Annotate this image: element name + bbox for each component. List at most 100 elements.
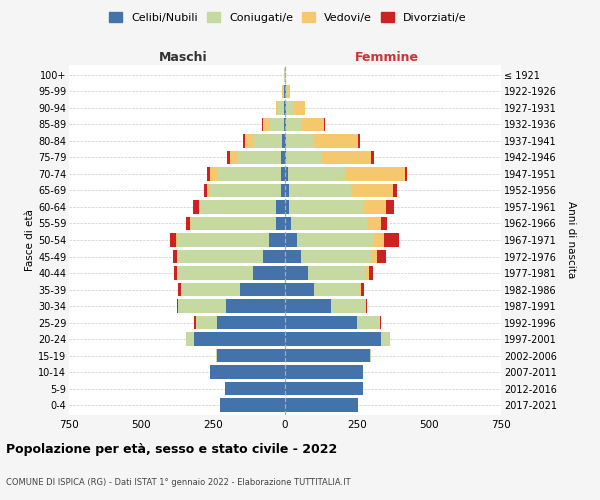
Bar (226, 300, 285, 313)
Bar (176, 233, 177, 247)
Bar (238, 150, 281, 164)
Bar (286, 134, 314, 147)
Bar (285, 101, 286, 114)
Text: Maschi: Maschi (159, 51, 208, 64)
Bar (371, 250, 377, 264)
Bar (285, 184, 289, 197)
Bar (382, 332, 390, 346)
Bar (289, 200, 363, 214)
Bar (357, 316, 380, 330)
Bar (291, 216, 367, 230)
Bar (277, 101, 278, 114)
Bar (210, 167, 217, 180)
Bar (308, 266, 365, 280)
Bar (185, 332, 194, 346)
Bar (241, 283, 285, 296)
Bar (181, 283, 241, 296)
Bar (253, 134, 282, 147)
Bar (365, 266, 368, 280)
Bar (269, 118, 284, 131)
Text: COMUNE DI ISPICA (RG) - Dati ISTAT 1° gennaio 2022 - Elaborazione TUTTITALIA.IT: COMUNE DI ISPICA (RG) - Dati ISTAT 1° ge… (6, 478, 350, 487)
Bar (174, 266, 177, 280)
Bar (284, 118, 285, 131)
Bar (371, 150, 374, 164)
Bar (281, 184, 285, 197)
Bar (314, 134, 358, 147)
Bar (193, 200, 199, 214)
Bar (207, 167, 210, 180)
Bar (285, 316, 357, 330)
Bar (210, 366, 285, 379)
Bar (386, 200, 394, 214)
Bar (196, 316, 217, 330)
Bar (216, 349, 217, 362)
Bar (281, 150, 285, 164)
Bar (177, 233, 269, 247)
Bar (361, 283, 364, 296)
Bar (263, 250, 285, 264)
Bar (285, 233, 296, 247)
Bar (285, 200, 289, 214)
Bar (224, 382, 285, 396)
Bar (178, 250, 263, 264)
Bar (380, 316, 382, 330)
Bar (351, 184, 393, 197)
Bar (301, 250, 371, 264)
Bar (346, 167, 404, 180)
Bar (194, 316, 196, 330)
Bar (287, 84, 290, 98)
Bar (358, 134, 360, 147)
Bar (286, 118, 301, 131)
Bar (285, 134, 286, 147)
Bar (217, 167, 281, 180)
Bar (217, 349, 285, 362)
Bar (285, 349, 370, 362)
Bar (207, 184, 210, 197)
Bar (285, 266, 308, 280)
Bar (373, 233, 385, 247)
Bar (177, 266, 253, 280)
Bar (217, 316, 285, 330)
Bar (243, 134, 245, 147)
Bar (269, 233, 285, 247)
Bar (285, 118, 286, 131)
Bar (200, 200, 277, 214)
Bar (301, 118, 324, 131)
Bar (360, 283, 361, 296)
Bar (253, 266, 285, 280)
Bar (277, 200, 285, 214)
Bar (288, 167, 346, 180)
Bar (284, 101, 285, 114)
Bar (289, 184, 351, 197)
Bar (285, 382, 363, 396)
Bar (178, 283, 181, 296)
Bar (286, 101, 293, 114)
Bar (190, 216, 191, 230)
Bar (314, 283, 360, 296)
Bar (321, 150, 371, 164)
Bar (285, 283, 314, 296)
Bar (296, 233, 373, 247)
Bar (282, 134, 285, 147)
Bar (262, 118, 263, 131)
Bar (286, 84, 287, 98)
Text: Popolazione per età, sesso e stato civile - 2022: Popolazione per età, sesso e stato civil… (6, 442, 337, 456)
Bar (331, 300, 365, 313)
Bar (220, 398, 285, 412)
Bar (283, 84, 284, 98)
Bar (393, 184, 397, 197)
Bar (363, 200, 386, 214)
Bar (404, 167, 407, 180)
Bar (230, 150, 238, 164)
Bar (367, 216, 382, 230)
Bar (177, 250, 178, 264)
Bar (245, 134, 253, 147)
Bar (194, 332, 285, 346)
Bar (324, 118, 325, 131)
Bar (285, 398, 358, 412)
Bar (285, 150, 286, 164)
Bar (177, 300, 178, 313)
Bar (382, 216, 387, 230)
Bar (285, 332, 382, 346)
Bar (285, 250, 301, 264)
